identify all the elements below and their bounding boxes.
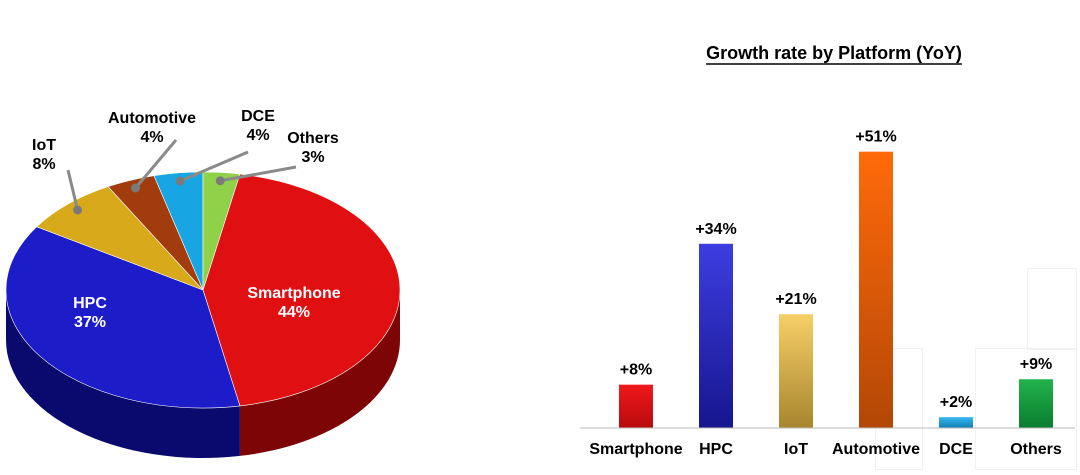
pie-side-smartphone — [239, 290, 400, 456]
pie-value-others: 3% — [301, 149, 324, 166]
bar-value-labels: +8% +34% +21% +51% +2% +9% — [620, 129, 1052, 411]
pie-value-dce: 4% — [246, 127, 269, 144]
pie-value-iot: 8% — [32, 156, 55, 173]
pie-slice-smartphone — [202, 173, 401, 407]
bar-value-label-dce: +2% — [940, 394, 972, 411]
category-label-dce: DCE — [939, 441, 973, 458]
leader-line-iot — [66, 169, 80, 211]
bar-value-label-automotive: +51% — [855, 129, 896, 146]
bar-iot — [779, 314, 813, 428]
leader-line-automotive — [134, 139, 178, 189]
background-frame — [975, 348, 1077, 470]
bar-automotive — [859, 151, 893, 428]
pie-label-others: Others — [287, 130, 339, 147]
leader-dot-iot — [73, 205, 83, 215]
category-label-hpc: HPC — [699, 441, 733, 458]
pie-labels: Smartphone 44% HPC 37% IoT 8% Automotive 4% DCE 4… — [32, 108, 341, 331]
bar-value-label-iot: +21% — [775, 291, 816, 308]
pie-label-hpc: HPC — [73, 295, 107, 312]
pie-label-automotive: Automotive — [108, 110, 196, 127]
leader-dot-automotive — [131, 183, 141, 193]
bar-hpc — [699, 243, 733, 428]
pie-value-smartphone: 44% — [278, 304, 310, 321]
pie-label-smartphone: Smartphone — [247, 285, 340, 302]
pie-label-dce: DCE — [241, 108, 275, 125]
bars — [619, 151, 1053, 428]
bar-value-label-hpc: +34% — [695, 221, 736, 238]
pie-slice-hpc — [5, 226, 241, 409]
category-label-iot: IoT — [784, 441, 808, 458]
bar-value-label-smartphone: +8% — [620, 362, 652, 379]
leader-line-others — [219, 165, 297, 183]
pie-label-iot: IoT — [32, 137, 56, 154]
bar-smartphone — [619, 384, 653, 428]
leader-dot-others — [215, 176, 225, 186]
pie-value-automotive: 4% — [140, 129, 163, 146]
bar-others — [1019, 379, 1053, 428]
category-label-automotive: Automotive — [832, 441, 920, 458]
category-labels: Smartphone HPC IoT Automotive DCE Others — [589, 441, 1062, 458]
growth-rate-bar-chart: Growth rate by Platform (YoY) +8% +34% +21… — [580, 43, 1075, 458]
background-frame — [1027, 268, 1077, 350]
leader-dot-dce — [175, 176, 185, 186]
bar-chart-title: Growth rate by Platform (YoY) — [706, 43, 962, 63]
bar-value-label-others: +9% — [1020, 356, 1052, 373]
pie-leader-lines — [66, 139, 297, 215]
category-label-others: Others — [1010, 441, 1062, 458]
bar-dce — [939, 417, 973, 428]
category-label-smartphone: Smartphone — [589, 441, 682, 458]
pie-slices — [5, 171, 401, 458]
platform-share-pie-chart: Smartphone 44% HPC 37% IoT 8% Automotive 4% DCE 4… — [5, 108, 401, 458]
pie-side-hpc — [6, 290, 240, 458]
leader-line-dce — [179, 150, 249, 183]
pie-value-hpc: 37% — [74, 314, 106, 331]
